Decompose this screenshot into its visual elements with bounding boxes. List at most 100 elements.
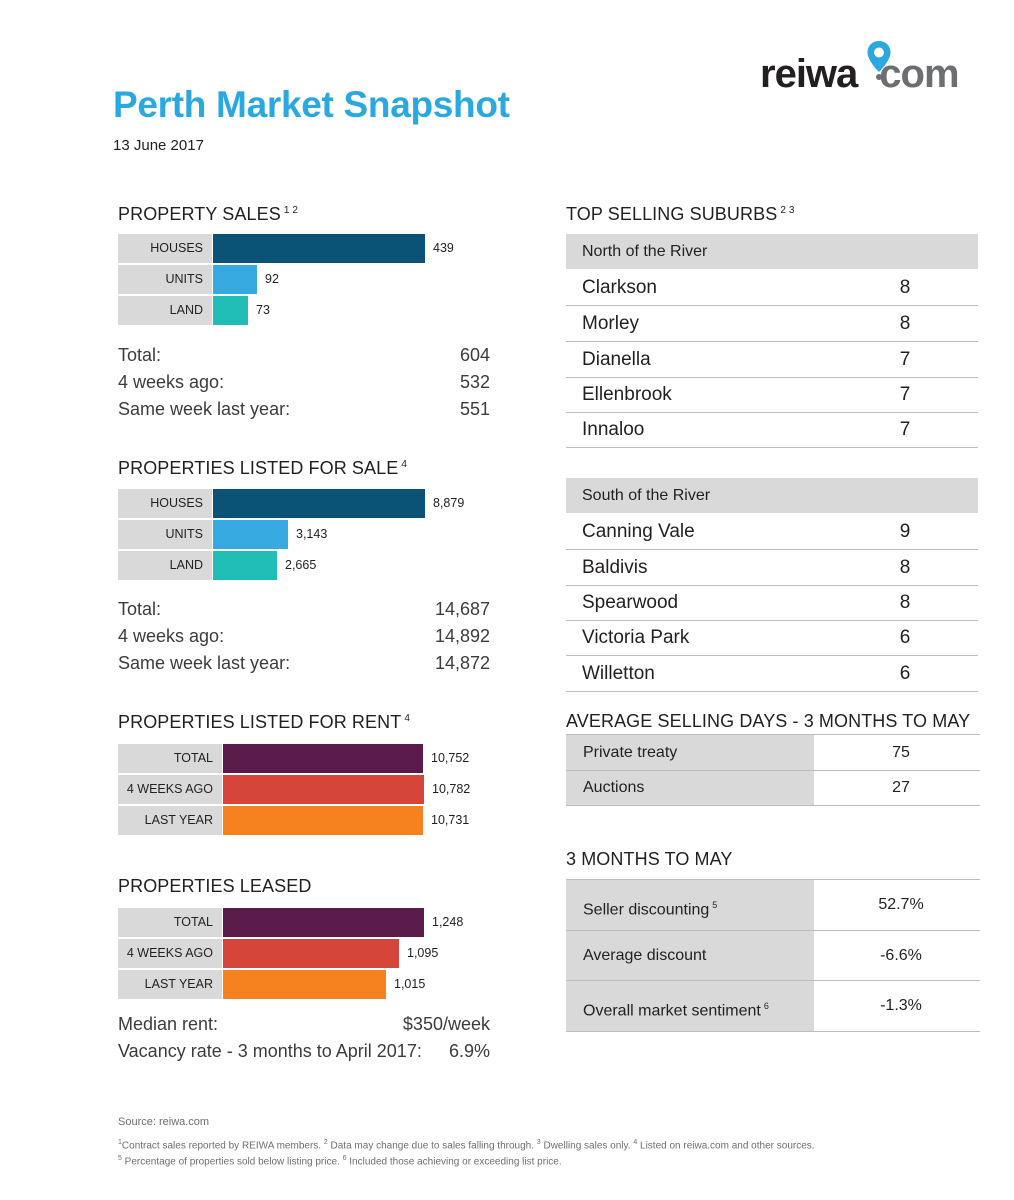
bar-label: LAST YEAR bbox=[118, 970, 222, 999]
bar-value-label: 439 bbox=[433, 241, 454, 255]
suburb-count: 8 bbox=[899, 592, 911, 613]
footnote-text: Contract sales reported by REIWA members… bbox=[121, 1140, 324, 1152]
suburb-count: 7 bbox=[899, 419, 911, 440]
stat-value: 14,687 bbox=[434, 599, 490, 619]
forsale-stat-total: Total: 14,687 bbox=[118, 599, 490, 625]
listed-for-sale-title-text: PROPERTIES LISTED FOR SALE bbox=[118, 458, 399, 478]
bar-value-label: 73 bbox=[256, 303, 270, 317]
property-sales-title: PROPERTY SALES 1 2 bbox=[118, 204, 298, 225]
north-of-river-heading: North of the River bbox=[566, 234, 978, 269]
suburb-count: 7 bbox=[899, 384, 911, 405]
bar-row-4-weeks-ago: 4 WEEKS AGO 1,095 bbox=[118, 939, 518, 968]
top-suburbs-title: TOP SELLING SUBURBS 2 3 bbox=[566, 204, 795, 225]
stat-label: Same week last year: bbox=[118, 653, 291, 673]
bar bbox=[223, 939, 399, 968]
metric-value: -1.3% bbox=[880, 997, 922, 1014]
stat-label: Median rent: bbox=[118, 1014, 219, 1034]
bar-value-label: 1,015 bbox=[394, 977, 426, 991]
vacancy-rate-stat: Vacancy rate - 3 months to April 2017: 6.… bbox=[118, 1041, 490, 1067]
bar bbox=[223, 775, 424, 804]
metric-label: Average discount bbox=[566, 931, 814, 980]
bar bbox=[213, 489, 425, 518]
bar-label: UNITS bbox=[118, 520, 212, 549]
metric-value: 52.7% bbox=[878, 896, 924, 913]
suburb-name: Innaloo bbox=[582, 419, 645, 440]
reiwa-logo[interactable]: reiwa com bbox=[760, 40, 985, 100]
bar bbox=[213, 296, 248, 325]
footnote-ref: 5 bbox=[712, 900, 718, 910]
three-months-title: 3 MONTHS TO MAY bbox=[566, 849, 733, 869]
bar bbox=[223, 908, 424, 937]
bar-label: UNITS bbox=[118, 265, 212, 294]
stat-label: Total: bbox=[118, 345, 162, 365]
suburb-count: 8 bbox=[899, 313, 911, 334]
bar bbox=[223, 970, 386, 999]
divider bbox=[566, 734, 980, 735]
market-metric-row: Average discount -6.6% bbox=[566, 931, 980, 981]
page-title: Perth Market Snapshot bbox=[113, 84, 510, 125]
suburb-row: Victoria Park 6 bbox=[566, 620, 978, 656]
suburb-row: Innaloo 7 bbox=[566, 412, 978, 448]
listed-for-rent-title-text: PROPERTIES LISTED FOR RENT bbox=[118, 712, 402, 732]
suburb-row: Clarkson 8 bbox=[566, 270, 978, 306]
median-rent-stat: Median rent: $350/week bbox=[118, 1014, 490, 1040]
suburb-count: 6 bbox=[899, 663, 911, 684]
stat-value: 6.9% bbox=[448, 1041, 490, 1061]
bar-label: HOUSES bbox=[118, 234, 212, 263]
metric-value: -6.6% bbox=[880, 947, 922, 964]
suburb-name: Dianella bbox=[582, 349, 651, 370]
footnote-ref: 2 3 bbox=[780, 205, 795, 216]
logo-reiwa-text: reiwa bbox=[760, 52, 858, 96]
footnote-text: Listed on reiwa.com and other sources. bbox=[637, 1140, 815, 1152]
logo-wordmark: reiwa com bbox=[760, 52, 960, 96]
location-pin-icon bbox=[867, 41, 891, 80]
suburb-row: Willetton 6 bbox=[566, 656, 978, 692]
metric-label: Seller discounting 5 bbox=[566, 880, 814, 930]
metric-label-text: Seller discounting bbox=[583, 901, 710, 919]
stat-label: 4 weeks ago: bbox=[118, 626, 225, 646]
suburb-row: Baldivis 8 bbox=[566, 550, 978, 586]
bar-row-4-weeks-ago: 4 WEEKS AGO 10,782 bbox=[118, 775, 518, 804]
footnote-marker: 1 bbox=[118, 1139, 122, 1146]
bar bbox=[213, 234, 425, 263]
method-label: Private treaty bbox=[566, 735, 814, 770]
stat-value: 532 bbox=[459, 372, 490, 392]
bar-value-label: 8,879 bbox=[433, 496, 465, 510]
days-value: 27 bbox=[892, 779, 910, 796]
stat-label: Same week last year: bbox=[118, 399, 291, 419]
suburb-name: Victoria Park bbox=[582, 627, 690, 648]
bar-value-label: 10,731 bbox=[431, 813, 470, 827]
listed-for-sale-title: PROPERTIES LISTED FOR SALE 4 bbox=[118, 458, 407, 479]
suburb-row: Spearwood 8 bbox=[566, 585, 978, 621]
suburb-count: 8 bbox=[899, 557, 911, 578]
bar bbox=[213, 265, 257, 294]
suburb-name: Canning Vale bbox=[582, 521, 695, 542]
bar-label: TOTAL bbox=[118, 908, 222, 937]
south-of-river-heading: South of the River bbox=[566, 478, 978, 513]
bar-row-houses: HOUSES 8,879 bbox=[118, 489, 518, 518]
footnote-marker: 6 bbox=[342, 1155, 347, 1162]
suburb-row: Dianella 7 bbox=[566, 342, 978, 378]
footnote-marker: 4 bbox=[633, 1139, 638, 1146]
bar-label: HOUSES bbox=[118, 489, 212, 518]
bar-row-land: LAND 73 bbox=[118, 296, 518, 325]
footnote-ref: 4 bbox=[401, 459, 408, 470]
bar bbox=[213, 551, 277, 580]
footnotes-line-1: 1Contract sales reported by REIWA member… bbox=[118, 1139, 815, 1151]
report-date: 13 June 2017 bbox=[113, 137, 204, 154]
divider bbox=[566, 879, 980, 880]
suburb-name: Clarkson bbox=[582, 277, 657, 298]
suburb-count: 7 bbox=[899, 349, 911, 370]
stat-value: 14,892 bbox=[434, 626, 490, 646]
listed-for-rent-title: PROPERTIES LISTED FOR RENT 4 bbox=[118, 712, 410, 733]
suburb-name: Ellenbrook bbox=[582, 384, 672, 405]
metric-label-text: Average discount bbox=[583, 947, 707, 964]
forsale-stat-4-weeks-ago: 4 weeks ago: 14,892 bbox=[118, 626, 490, 652]
stat-label: Vacancy rate - 3 months to April 2017: bbox=[118, 1041, 422, 1061]
bar-value-label: 10,782 bbox=[432, 782, 471, 796]
bar-value-label: 1,095 bbox=[407, 946, 439, 960]
bar-label: 4 WEEKS AGO bbox=[118, 775, 222, 804]
bar-label: TOTAL bbox=[118, 744, 222, 773]
bar-value-label: 1,248 bbox=[432, 915, 464, 929]
property-sales-title-text: PROPERTY SALES bbox=[118, 204, 281, 224]
